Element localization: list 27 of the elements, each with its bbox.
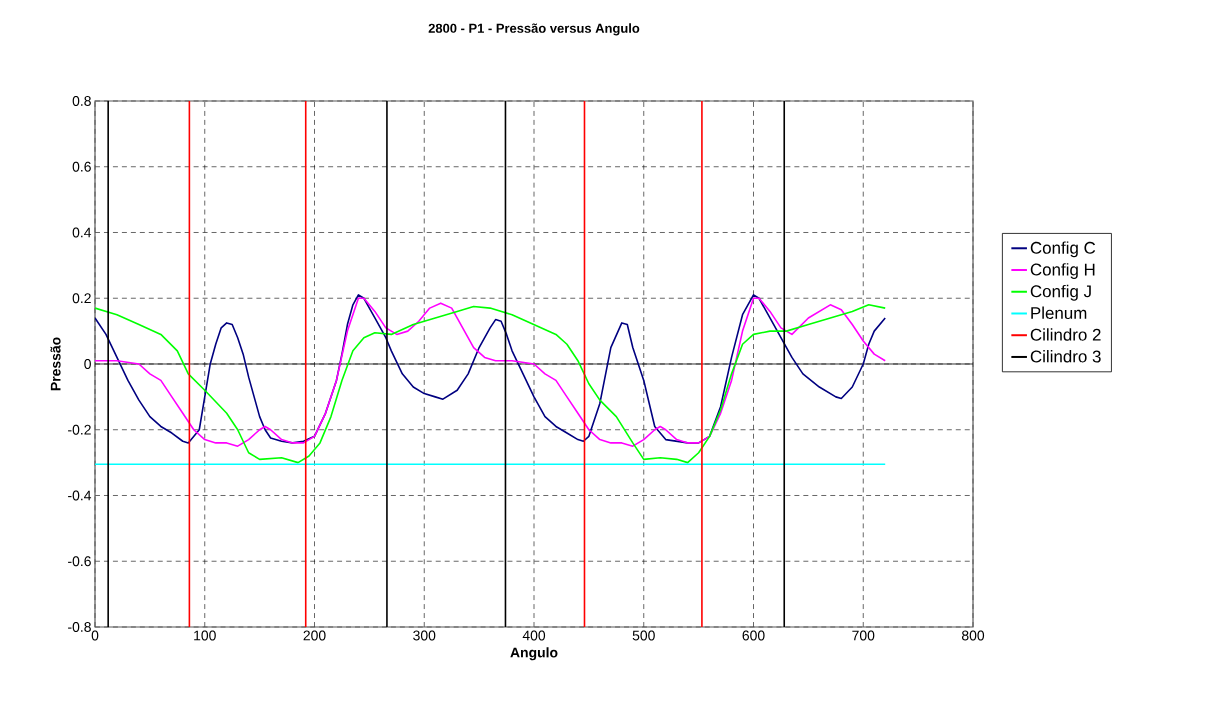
x-tick-label: 100 <box>194 630 216 641</box>
x-tick-label: 500 <box>632 630 655 641</box>
legend-label: Cilindro 3 <box>1030 350 1101 363</box>
x-tick-label: 300 <box>413 630 436 641</box>
y-tick-label: 0.2 <box>72 293 91 304</box>
y-tick-label: 0.4 <box>72 227 92 238</box>
y-tick-label: -0.4 <box>68 490 92 501</box>
x-tick-label: 0 <box>91 630 99 641</box>
x-tick-label: 200 <box>303 630 326 641</box>
legend-label: Cilindro 2 <box>1030 328 1101 341</box>
y-tick-label: -0.2 <box>68 424 91 435</box>
y-tick-label: 0.8 <box>72 96 91 106</box>
chart-title: 2800 - P1 - Pressão versus Angulo <box>428 23 640 36</box>
x-tick-label: 600 <box>742 630 765 641</box>
x-tick-label: 800 <box>961 630 985 641</box>
legend-label: Plenum <box>1031 306 1087 320</box>
legend-label: Config H <box>1030 263 1095 279</box>
legend-label: Config J <box>1030 284 1091 301</box>
y-tick-label: 0.6 <box>72 161 91 172</box>
x-tick-label: 700 <box>852 630 875 641</box>
x-tick-label: 400 <box>522 630 546 641</box>
x-axis-title: Angulo <box>510 647 558 661</box>
y-tick-label: -0.8 <box>68 622 91 632</box>
y-axis-title: Pressão <box>50 337 61 391</box>
legend-label: Config C <box>1030 241 1096 258</box>
y-tick-label: 0 <box>84 359 91 369</box>
y-tick-label: -0.6 <box>68 556 91 567</box>
